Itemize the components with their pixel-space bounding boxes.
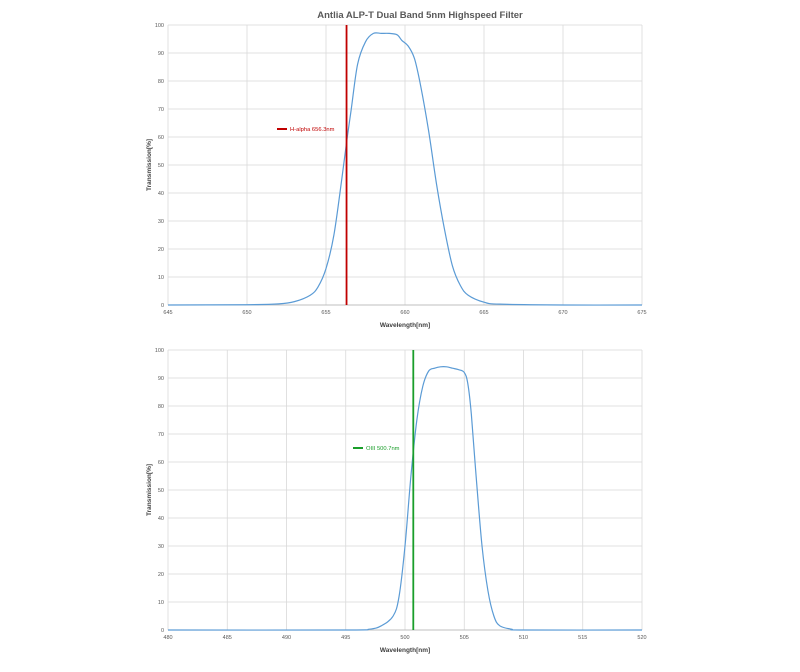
x-tick-label: 670	[558, 310, 567, 316]
transmission-curve	[167, 366, 643, 631]
x-tick-label: 515	[578, 635, 587, 641]
y-tick-label: 20	[158, 572, 164, 578]
y-tick-label: 0	[161, 628, 164, 634]
halpha-chart: 0 10 20 30 40 50 60 70 80 90 100 645 650 655 660 665 670…	[146, 23, 647, 329]
y-tick-label: 100	[155, 23, 164, 29]
x-tick-label: 645	[163, 310, 172, 316]
y-axis-label: Transmission[%]	[146, 464, 153, 516]
x-tick-label: 490	[282, 635, 291, 641]
x-tick-label: 505	[460, 635, 469, 641]
y-tick-label: 80	[158, 404, 164, 410]
y-tick-label: 50	[158, 163, 164, 169]
x-tick-label: 650	[242, 310, 251, 316]
oiii-chart: 0 10 20 30 40 50 60 70 80 90 100 480 485 490 495 500 505…	[146, 348, 647, 654]
x-axis-label: Wavelength[nm]	[380, 647, 430, 654]
y-tick-label: 60	[158, 135, 164, 141]
x-tick-label: 520	[637, 635, 646, 641]
y-axis-label: Transmission[%]	[146, 139, 153, 191]
x-tick-label: 495	[341, 635, 350, 641]
legend-label: H-alpha 656.3nm	[290, 127, 335, 133]
x-tick-label: 675	[637, 310, 646, 316]
y-tick-label: 0	[161, 303, 164, 309]
chart-title: Antlia ALP-T Dual Band 5nm Highspeed Fil…	[317, 10, 523, 21]
y-tick-label: 20	[158, 247, 164, 253]
legend-label: OIII 500.7nm	[366, 446, 400, 452]
y-tick-label: 30	[158, 219, 164, 225]
y-tick-label: 30	[158, 544, 164, 550]
y-tick-label: 80	[158, 79, 164, 85]
y-tick-label: 60	[158, 460, 164, 466]
x-tick-label: 510	[519, 635, 528, 641]
y-tick-label: 70	[158, 107, 164, 113]
x-tick-label: 500	[400, 635, 409, 641]
x-tick-label: 480	[163, 635, 172, 641]
x-tick-label: 485	[223, 635, 232, 641]
y-tick-label: 10	[158, 600, 164, 606]
y-tick-label: 40	[158, 516, 164, 522]
y-tick-label: 70	[158, 432, 164, 438]
x-axis-label: Wavelength[nm]	[380, 322, 430, 329]
x-tick-label: 665	[479, 310, 488, 316]
y-tick-label: 100	[155, 348, 164, 354]
y-tick-label: 40	[158, 191, 164, 197]
y-tick-label: 50	[158, 488, 164, 494]
transmission-curve	[167, 32, 643, 306]
y-tick-label: 10	[158, 275, 164, 281]
x-tick-label: 660	[400, 310, 409, 316]
y-tick-label: 90	[158, 51, 164, 57]
y-tick-label: 90	[158, 376, 164, 382]
x-tick-label: 655	[321, 310, 330, 316]
